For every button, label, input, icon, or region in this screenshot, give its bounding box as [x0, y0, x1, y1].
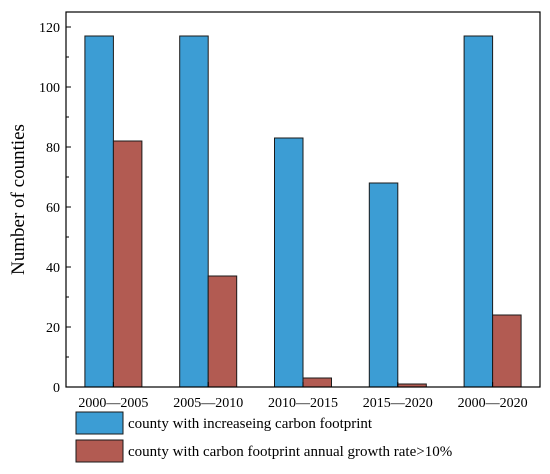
y-tick-label: 100 [39, 81, 60, 96]
y-axis-title: Number of counties [8, 124, 29, 275]
bar-series-2-2005—2010 [207, 275, 238, 388]
x-tick-label: 2000—2005 [78, 396, 148, 411]
y-axis: 0 20 40 60 80 100 120 [39, 21, 71, 396]
x-tick-label: 2015—2020 [363, 396, 433, 411]
legend: county with increaseing carbon footprint… [75, 411, 452, 463]
x-tick-label: 2010—2015 [268, 396, 338, 411]
bar-series-1-2000—2020 [463, 35, 494, 388]
y-tick-label: 60 [46, 201, 60, 216]
x-tick-label: 2005—2010 [173, 396, 243, 411]
bar-series-1-2015—2020 [368, 182, 399, 388]
y-tick-label: 80 [46, 141, 60, 156]
y-tick-label: 120 [39, 21, 60, 36]
y-tick-label: 0 [53, 381, 60, 396]
x-axis: 2000—2005 2005—2010 2010—2015 2015—2020 2000… [78, 382, 528, 411]
legend-swatch-series-2 [75, 439, 124, 463]
bar-series-2-2010—2015 [302, 377, 332, 388]
bar-series-1-2010—2015 [274, 137, 304, 388]
bar-series-1-2005—2010 [179, 35, 209, 388]
y-tick-label: 20 [46, 321, 60, 336]
legend-label-series-2: county with carbon footprint annual grow… [128, 444, 452, 460]
bar-series-1-2000—2005 [84, 35, 114, 388]
legend-swatch-series-1 [75, 411, 124, 435]
y-tick-label: 40 [46, 261, 60, 276]
x-tick-label: 2000—2020 [458, 396, 528, 411]
bar-series-2-2000—2020 [492, 314, 522, 388]
bar-series-2-2000—2005 [112, 140, 143, 388]
bars-layer [84, 35, 522, 388]
legend-label-series-1: county with increaseing carbon footprint [128, 416, 373, 432]
